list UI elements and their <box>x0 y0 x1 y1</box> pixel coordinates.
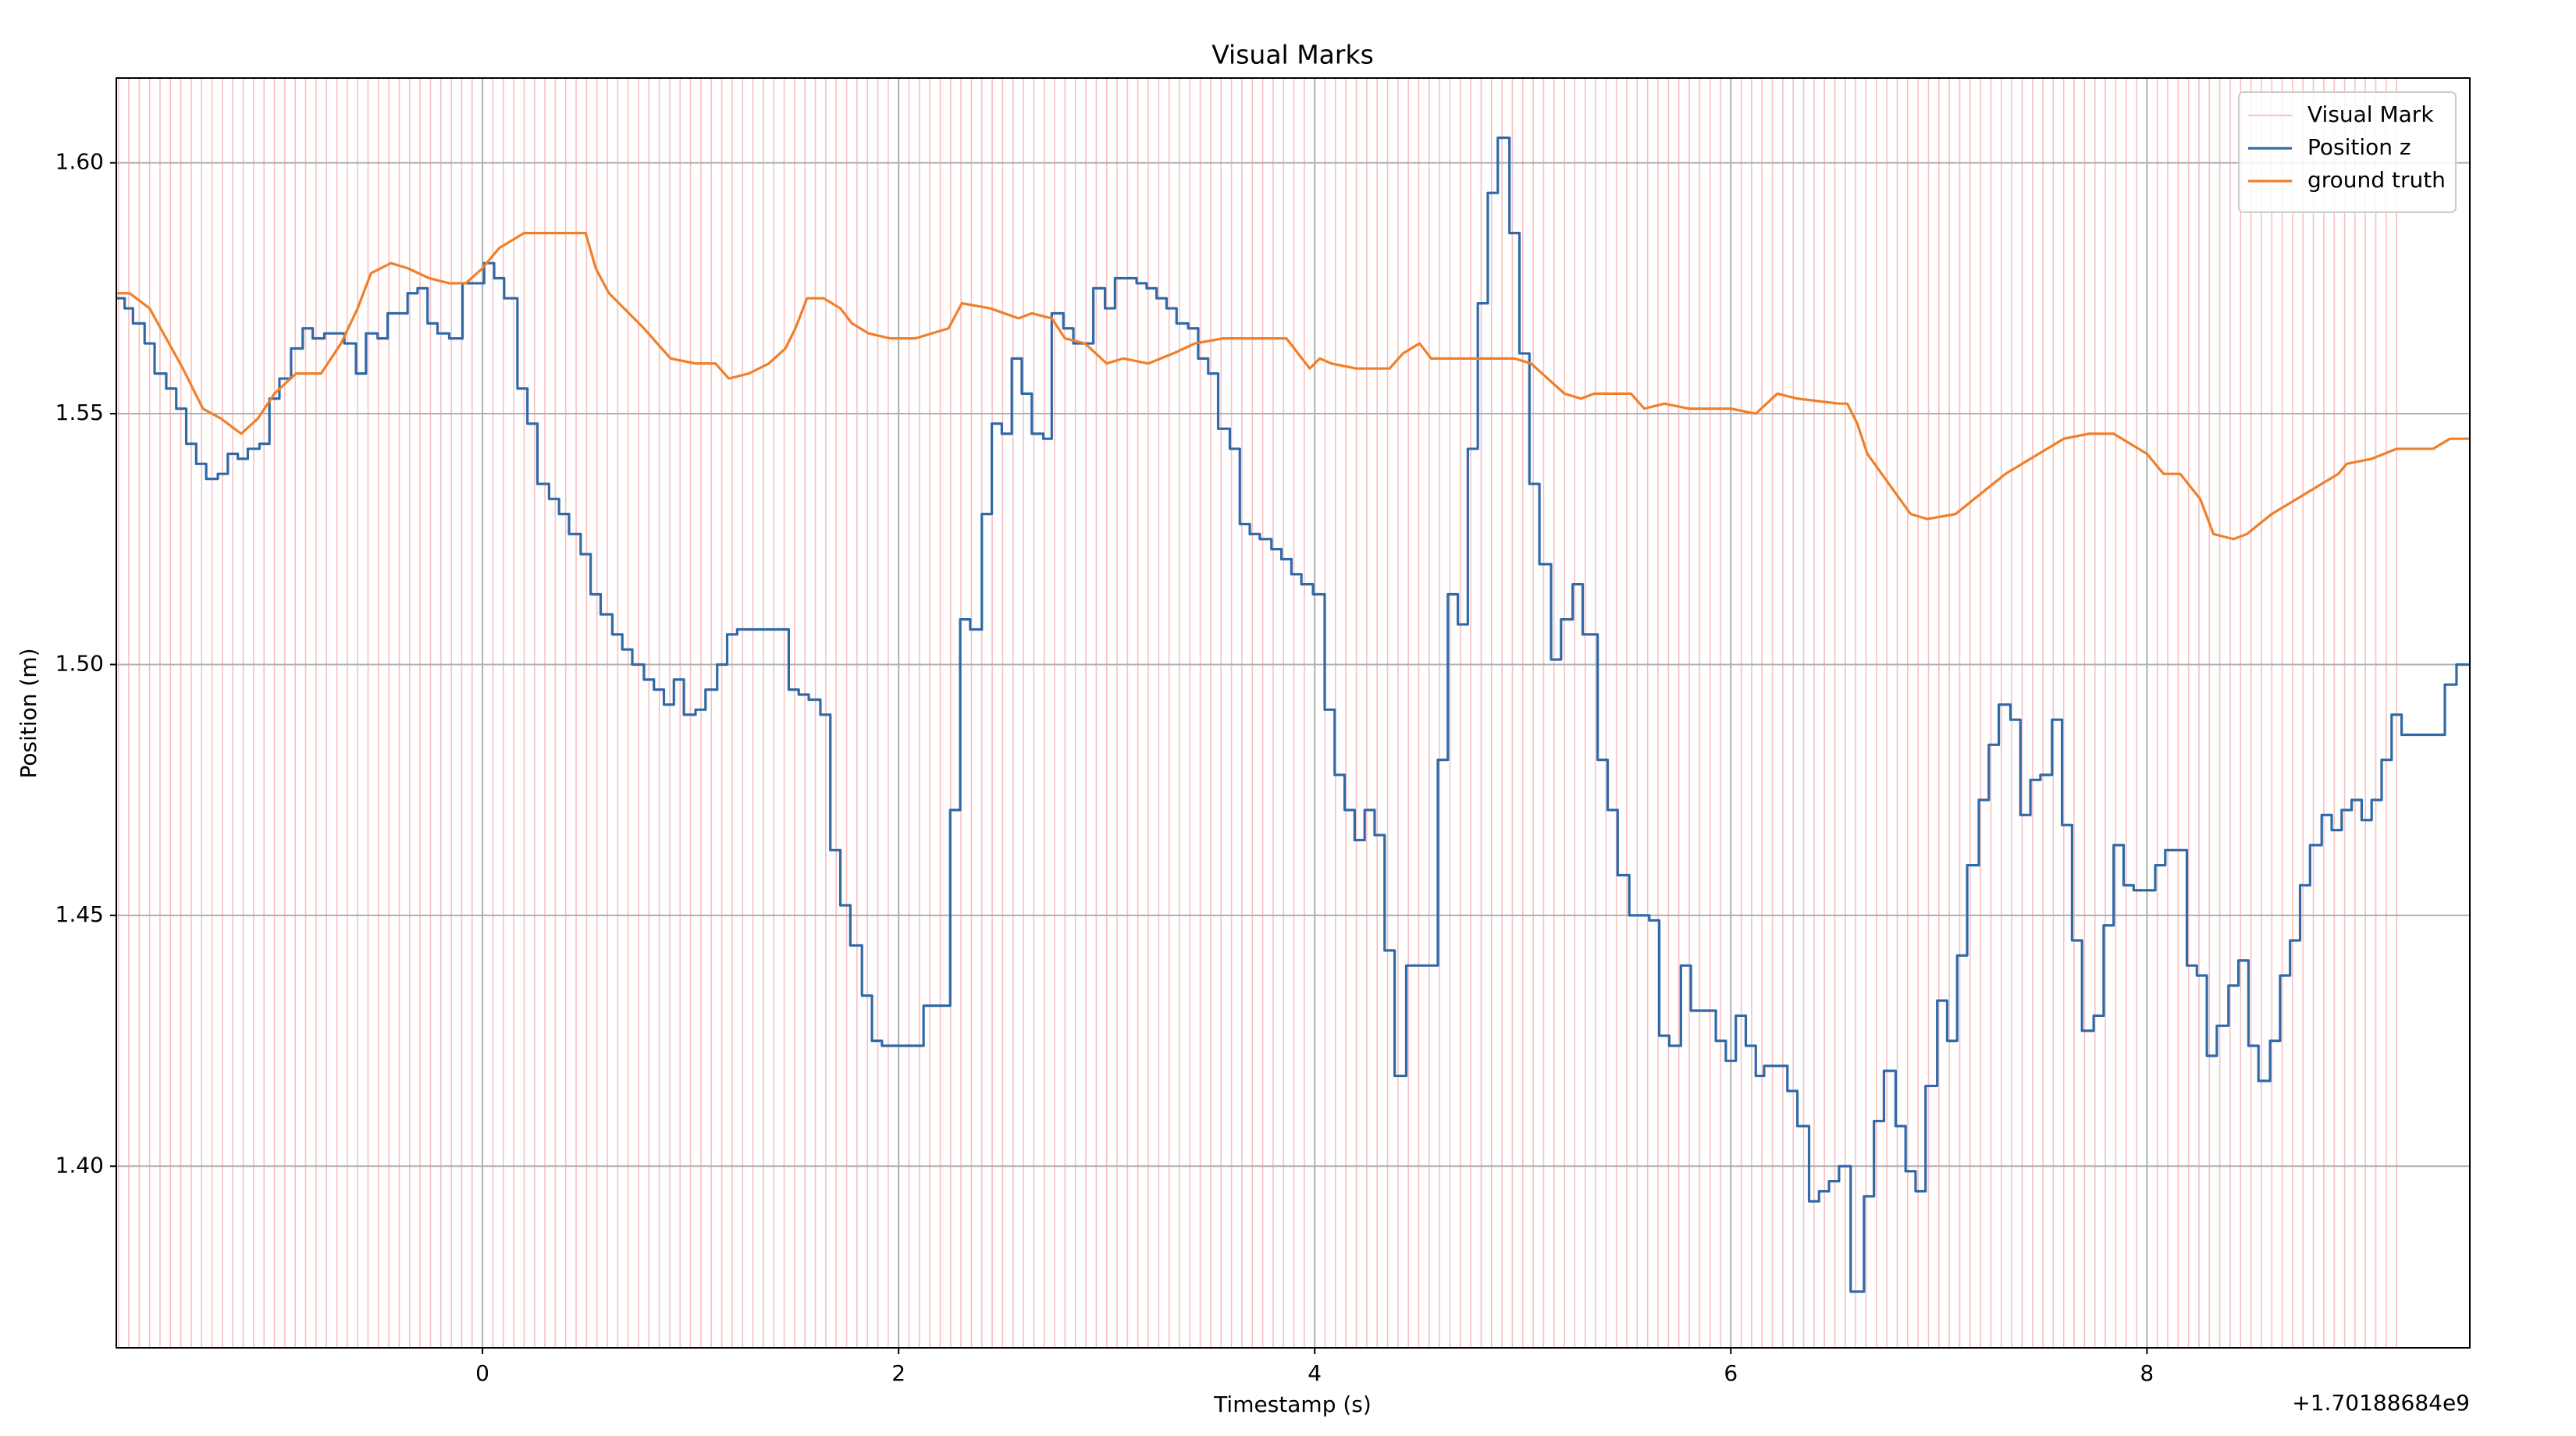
x-offset-label: +1.70188684e9 <box>2292 1390 2470 1416</box>
y-tick-label: 1.45 <box>55 901 104 927</box>
y-tick-label: 1.55 <box>55 400 104 425</box>
x-axis-label: Timestamp (s) <box>1213 1392 1372 1417</box>
y-tick-label: 1.40 <box>55 1152 104 1178</box>
x-tick-label: 2 <box>891 1360 906 1386</box>
x-tick-label: 4 <box>1308 1360 1322 1386</box>
plot-frame <box>116 77 2471 1349</box>
legend-label: Position z <box>2307 134 2411 160</box>
x-tick-label: 6 <box>1724 1360 1738 1386</box>
y-tick-label: 1.60 <box>55 149 104 175</box>
x-tick-label: 8 <box>2140 1360 2154 1386</box>
legend-label: Visual Mark <box>2307 101 2434 127</box>
y-axis-label: Position (m) <box>16 648 41 778</box>
chart-title: Visual Marks <box>1212 40 1374 70</box>
y-tick-label: 1.50 <box>55 650 104 676</box>
x-tick-label: 0 <box>475 1360 489 1386</box>
plot-layer <box>116 78 2470 1348</box>
legend-box <box>2238 91 2457 213</box>
legend: Visual Mark Position z ground truth <box>2238 91 2457 213</box>
series-line <box>116 136 2470 1293</box>
series-line <box>116 232 2470 541</box>
legend-label: ground truth <box>2307 167 2446 193</box>
